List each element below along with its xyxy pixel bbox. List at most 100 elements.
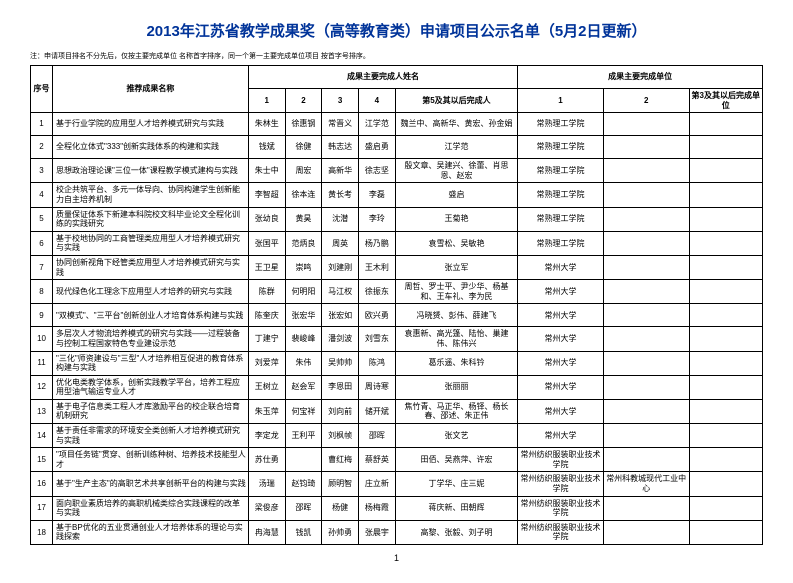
cell: 袁雪松、吴敏艳 xyxy=(395,231,517,255)
cell: 赵会军 xyxy=(285,375,322,399)
cell: 刘爱萍 xyxy=(248,351,285,375)
cell: 刘建刚 xyxy=(322,255,359,279)
cell: 5 xyxy=(31,207,53,231)
table-row: 18基于BP优化的五业贯通创业人才培养体系的理论与实践探索冉海慧钱凯孙帅勇张晨宇… xyxy=(31,520,763,544)
cell: 陈奎庆 xyxy=(248,304,285,327)
cell: 17 xyxy=(31,496,53,520)
cell: 何宝祥 xyxy=(285,399,322,423)
cell: 朱玉萍 xyxy=(248,399,285,423)
cell: 蒋庆新、田朝辉 xyxy=(395,496,517,520)
cell: 常熟理工学院 xyxy=(518,231,604,255)
cell: 13 xyxy=(31,399,53,423)
cell: 常熟理工学院 xyxy=(518,183,604,207)
th-p2: 2 xyxy=(285,89,322,113)
cell: 常州纺织服装职业技术学院 xyxy=(518,520,604,544)
cell: 吴帅帅 xyxy=(322,351,359,375)
cell: 张丽丽 xyxy=(395,375,517,399)
cell: 黄昊 xyxy=(285,207,322,231)
cell: "双模式"、"三平台"创新创业人才培育体系构建与实践 xyxy=(53,304,249,327)
table-row: 11"三化"师资建设与"三型"人才培养相互促进的教育体系构建与实践刘爱萍朱伟吴帅… xyxy=(31,351,763,375)
cell: 常熟理工学院 xyxy=(518,159,604,183)
cell: 李磊 xyxy=(359,183,396,207)
cell: 高新华 xyxy=(322,159,359,183)
cell: 基于"生产主态"的高职艺术共享创新平台的构建与实践 xyxy=(53,472,249,496)
cell: 基于责任非需求的环境安全类创新人才培养模式研究与实践 xyxy=(53,424,249,448)
cell: 庄立新 xyxy=(359,472,396,496)
cell: 校企共筑平台、多元一体导向、协同构建学生创新能力自主培养机制 xyxy=(53,183,249,207)
cell: 袁惠新、高光篷、陆怡、巢建伟、陈伟兴 xyxy=(395,327,517,351)
cell: 蔡舒英 xyxy=(359,448,396,472)
cell: 盛启 xyxy=(395,183,517,207)
cell: "三化"师资建设与"三型"人才培养相互促进的教育体系构建与实践 xyxy=(53,351,249,375)
cell xyxy=(603,351,689,375)
cell: 王木利 xyxy=(359,255,396,279)
cell: 常晋义 xyxy=(322,113,359,136)
cell: 顾明智 xyxy=(322,472,359,496)
cell xyxy=(603,448,689,472)
cell: 常州大学 xyxy=(518,424,604,448)
cell xyxy=(689,183,762,207)
table-row: 12优化电类教学体系，创新实践教学平台，培养工程应用型油气输运专业人才王树立赵会… xyxy=(31,375,763,399)
cell xyxy=(689,280,762,304)
cell: 李恩田 xyxy=(322,375,359,399)
cell: 杨健 xyxy=(322,496,359,520)
cell: 刘向前 xyxy=(322,399,359,423)
cell: 钱凯 xyxy=(285,520,322,544)
cell: 张宏华 xyxy=(285,304,322,327)
cell: 基于行业学院的应用型人才培养模式研究与实践 xyxy=(53,113,249,136)
cell: 面向职业素质培养的高职机械类综合实践课程的改革与实践 xyxy=(53,496,249,520)
th-p4: 4 xyxy=(359,89,396,113)
cell xyxy=(603,496,689,520)
table-row: 10多层次人才物流培养模式的研究与实践——过程装备与控制工程国家特色专业建设示范… xyxy=(31,327,763,351)
cell: 梁俊彦 xyxy=(248,496,285,520)
cell: 徐惠钢 xyxy=(285,113,322,136)
cell xyxy=(689,448,762,472)
cell xyxy=(603,207,689,231)
cell xyxy=(603,280,689,304)
cell: 沈潜 xyxy=(322,207,359,231)
th-name: 推荐成果名称 xyxy=(53,66,249,113)
cell: 杨乃鹏 xyxy=(359,231,396,255)
table-row: 2全程化立体式"333"创新实践体系的构建和实践钱斌徐健韩志达盛启勇江学范常熟理… xyxy=(31,136,763,159)
cell: 潘剑波 xyxy=(322,327,359,351)
cell xyxy=(603,136,689,159)
cell xyxy=(689,255,762,279)
cell: 曹红梅 xyxy=(322,448,359,472)
cell: 朱林生 xyxy=(248,113,285,136)
main-table: 序号 推荐成果名称 成果主要完成人姓名 成果主要完成单位 1 2 3 4 第5及… xyxy=(30,65,763,545)
cell: 徐振东 xyxy=(359,280,396,304)
cell xyxy=(689,136,762,159)
cell: 范炳良 xyxy=(285,231,322,255)
cell xyxy=(689,399,762,423)
th-u3: 第3及其以后完成单位 xyxy=(689,89,762,113)
cell: 丁学华、庄三妮 xyxy=(395,472,517,496)
cell: 赵钧琦 xyxy=(285,472,322,496)
cell: 刘枫帧 xyxy=(322,424,359,448)
cell: 常州纺织服装职业技术学院 xyxy=(518,496,604,520)
th-p1: 1 xyxy=(248,89,285,113)
table-row: 3思想政治理论课"三位一体"课程教学模式建构与实践朱士中周宏高新华徐志坚殷文章、… xyxy=(31,159,763,183)
cell: 常熟理工学院 xyxy=(518,113,604,136)
cell: 张幼良 xyxy=(248,207,285,231)
cell: 常州纺织服装职业技术学院 xyxy=(518,472,604,496)
cell: 11 xyxy=(31,351,53,375)
cell: 思想政治理论课"三位一体"课程教学模式建构与实践 xyxy=(53,159,249,183)
cell: 王菊艳 xyxy=(395,207,517,231)
table-row: 13基于电子信息类工程人才库激励平台的校企联合培育机制研究朱玉萍何宝祥刘向前储开… xyxy=(31,399,763,423)
cell: 张文艺 xyxy=(395,424,517,448)
cell: 全程化立体式"333"创新实践体系的构建和实践 xyxy=(53,136,249,159)
cell: 16 xyxy=(31,472,53,496)
cell: "项目任务链"贯穿、创新训练种树、培养技术技能型人才 xyxy=(53,448,249,472)
cell xyxy=(689,207,762,231)
cell: 储开斌 xyxy=(359,399,396,423)
table-row: 9"双模式"、"三平台"创新创业人才培育体系构建与实践陈奎庆张宏华张宏如欧兴勇冯… xyxy=(31,304,763,327)
cell: 1 xyxy=(31,113,53,136)
cell: 4 xyxy=(31,183,53,207)
cell: 周哲、罗士平、尹少华、杨基和、王车礼、李为民 xyxy=(395,280,517,304)
cell: 焦竹青、马正华、杨铎、杨长春、邵述、朱正伟 xyxy=(395,399,517,423)
th-u1: 1 xyxy=(518,89,604,113)
cell: 丁建宁 xyxy=(248,327,285,351)
cell: 15 xyxy=(31,448,53,472)
cell xyxy=(689,327,762,351)
cell xyxy=(603,255,689,279)
